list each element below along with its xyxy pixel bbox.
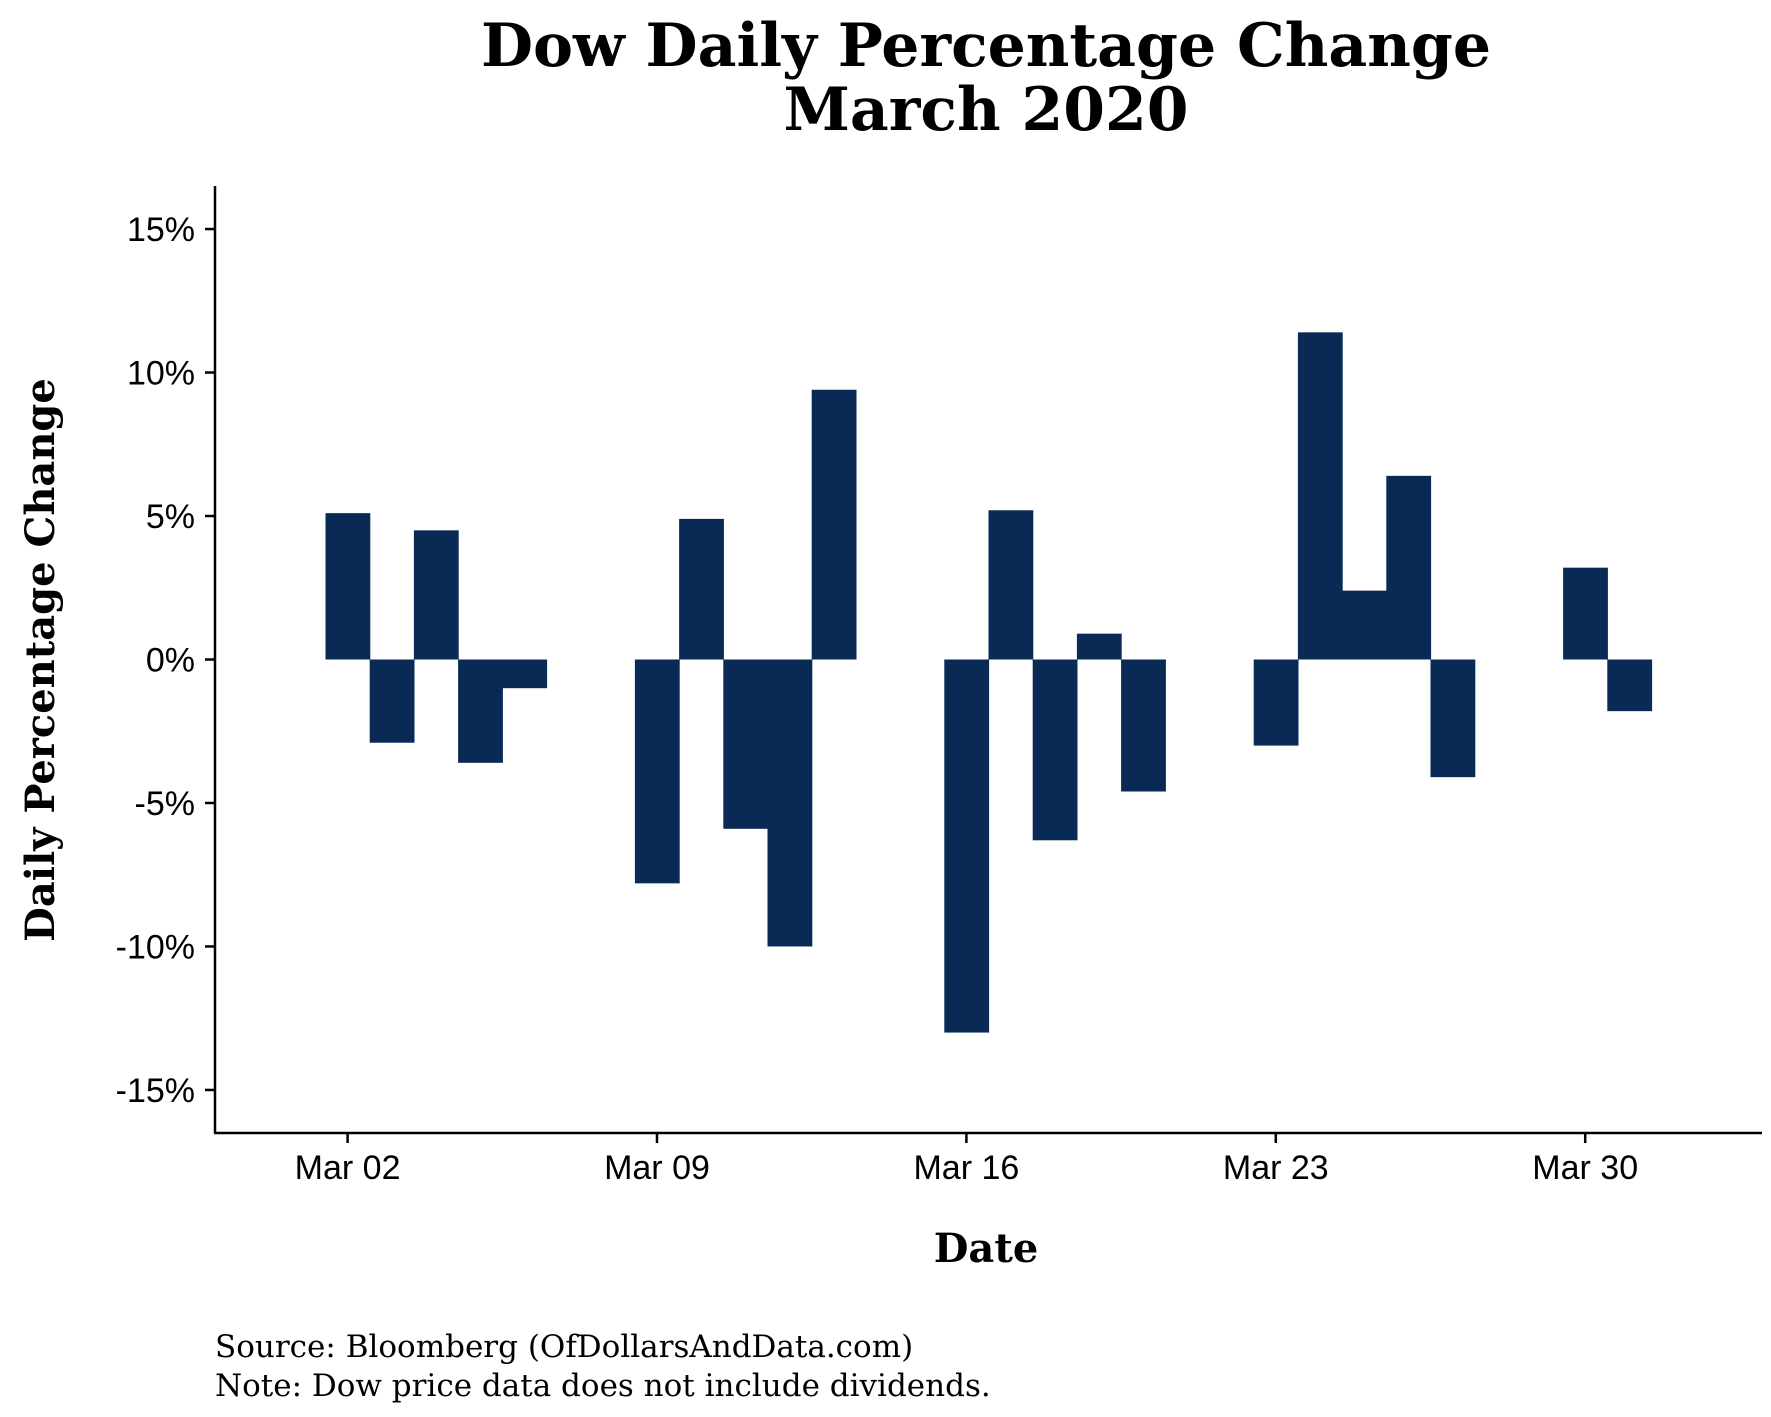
chart-title: Dow Daily Percentage Change xyxy=(481,11,1491,81)
bar-2020-03-20 xyxy=(1121,659,1166,792)
bar-2020-03-05 xyxy=(458,659,503,763)
bar-2020-03-17 xyxy=(988,510,1034,660)
bar-2020-03-31 xyxy=(1607,659,1653,712)
chart-subtitle: March 2020 xyxy=(784,75,1189,145)
bar-2020-03-10 xyxy=(679,518,724,660)
x-axis-ticks: Mar 02 Mar 09 Mar 16 Mar 23 Mar 30 xyxy=(295,1133,1638,1187)
bar-2020-03-13 xyxy=(811,389,857,660)
bar-2020-03-09 xyxy=(634,659,680,884)
y-tick-label: -5% xyxy=(135,785,195,823)
y-tick-label: 5% xyxy=(146,498,195,536)
x-axis-title: Date xyxy=(934,1225,1039,1272)
bar-2020-03-06 xyxy=(502,659,548,689)
y-axis-ticks: 15% 10% 5% 0% -5% -10% -15% xyxy=(116,211,215,1110)
bar-2020-03-19 xyxy=(1076,633,1122,660)
bar-2020-03-30 xyxy=(1563,567,1608,660)
x-tick-label: Mar 23 xyxy=(1223,1149,1329,1187)
bar-2020-03-26 xyxy=(1386,475,1432,660)
y-tick-label: -15% xyxy=(116,1072,195,1110)
bar-2020-03-16 xyxy=(944,659,990,1033)
bar-2020-03-12 xyxy=(767,659,813,947)
bar-2020-03-04 xyxy=(413,530,459,660)
bar-2020-03-23 xyxy=(1253,659,1299,746)
bar-series xyxy=(325,332,1653,1033)
x-tick-label: Mar 30 xyxy=(1532,1149,1638,1187)
bar-2020-03-11 xyxy=(723,659,769,829)
dividends-note: Note: Dow price data does not include di… xyxy=(215,1368,991,1404)
bar-2020-03-03 xyxy=(369,659,415,743)
y-axis-title: Daily Percentage Change xyxy=(17,378,64,942)
x-tick-label: Mar 09 xyxy=(604,1149,710,1187)
source-note: Source: Bloomberg (OfDollarsAndData.com) xyxy=(215,1329,913,1365)
x-tick-label: Mar 02 xyxy=(295,1149,401,1187)
y-tick-label: 15% xyxy=(127,211,195,249)
x-tick-label: Mar 16 xyxy=(913,1149,1019,1187)
bar-2020-03-24 xyxy=(1297,332,1343,660)
bar-2020-03-18 xyxy=(1032,659,1078,841)
bar-2020-03-27 xyxy=(1430,659,1476,778)
y-tick-label: -10% xyxy=(116,928,195,966)
y-tick-label: 0% xyxy=(146,642,195,680)
y-tick-label: 10% xyxy=(127,355,195,393)
bar-2020-03-02 xyxy=(325,513,371,660)
bar-2020-03-25 xyxy=(1342,590,1387,660)
